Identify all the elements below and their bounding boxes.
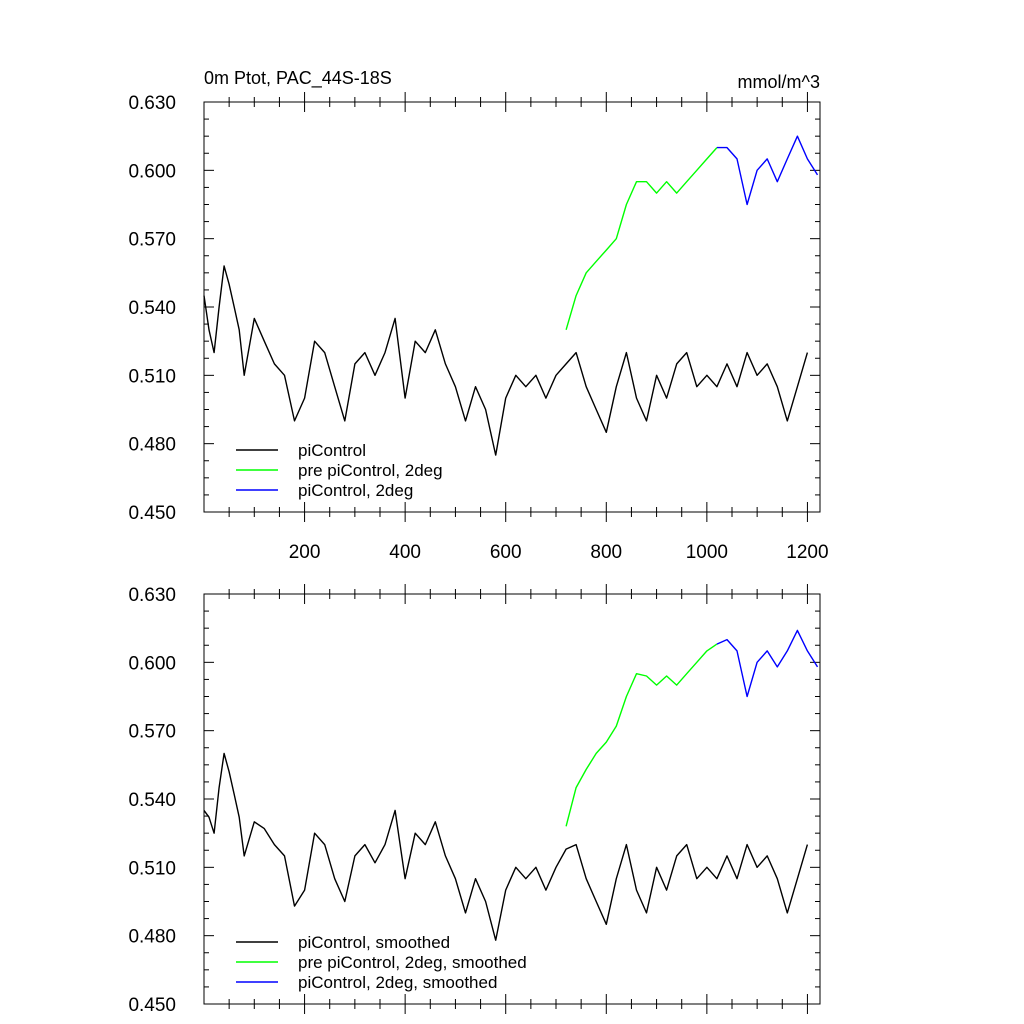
x-tick-label: 1200	[786, 542, 828, 563]
chart-title: 0m Ptot, PAC_44S-18S	[204, 68, 392, 89]
series-line	[565, 643, 718, 827]
y-tick-label: 0.510	[128, 366, 176, 387]
y-tick-label: 0.600	[128, 653, 176, 674]
y-tick-label: 0.510	[128, 858, 176, 879]
plot-frame	[203, 101, 821, 513]
series-line	[716, 135, 819, 206]
series-line	[716, 629, 819, 698]
x-tick-label: 400	[389, 542, 421, 563]
y-tick-label: 0.570	[128, 230, 176, 251]
legend-label: piControl, 2deg	[298, 481, 413, 500]
legend-label: piControl, 2deg, smoothed	[298, 973, 497, 992]
y-tick-label: 0.480	[128, 927, 176, 948]
chart-panel-top: 0.450 0.480 0.510 0.540 0.570 0.600 0.630 200 40…	[128, 92, 829, 563]
plot-frame	[203, 593, 821, 1005]
y-tick-label: 0.570	[128, 722, 176, 743]
y-tick-label: 0.450	[128, 503, 176, 524]
y-tick-label: 0.630	[128, 585, 176, 606]
series-line	[203, 752, 809, 941]
y-tick-label: 0.540	[128, 298, 176, 319]
x-tick-label: 200	[289, 542, 321, 563]
y-tick-label: 0.630	[128, 93, 176, 114]
y-tick-label: 0.540	[128, 790, 176, 811]
legend-label: piControl	[298, 441, 366, 460]
legend-label: pre piControl, 2deg, smoothed	[298, 953, 527, 972]
x-tick-label: 1000	[686, 542, 728, 563]
legend-label: piControl, smoothed	[298, 933, 450, 952]
y-tick-label: 0.600	[128, 161, 176, 182]
legend-label: pre piControl, 2deg	[298, 461, 443, 480]
series-line	[565, 147, 718, 330]
y-tick-label: 0.480	[128, 435, 176, 456]
x-tick-label: 600	[490, 542, 522, 563]
y-tick-label: 0.450	[128, 995, 176, 1016]
chart-panel-bottom: 0.450 0.480 0.510 0.540 0.570 0.600 0.630 piCon…	[128, 584, 821, 1016]
x-tick-label: 800	[590, 542, 622, 563]
units-label: mmol/m^3	[738, 72, 820, 92]
series-line	[203, 265, 809, 456]
